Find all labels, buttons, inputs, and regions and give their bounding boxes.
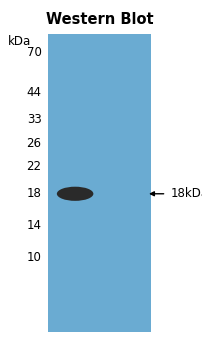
Text: 26: 26: [26, 137, 41, 150]
FancyBboxPatch shape: [47, 34, 150, 332]
Ellipse shape: [57, 187, 93, 201]
Text: 14: 14: [26, 219, 41, 232]
Text: 44: 44: [26, 86, 41, 99]
Text: Western Blot: Western Blot: [45, 12, 153, 27]
Text: kDa: kDa: [8, 35, 31, 49]
Text: 22: 22: [26, 160, 41, 173]
Text: 18kDa: 18kDa: [170, 187, 202, 200]
Text: 10: 10: [27, 251, 41, 264]
Text: 70: 70: [27, 46, 41, 59]
Text: 18: 18: [27, 187, 41, 200]
Text: 33: 33: [27, 113, 41, 126]
